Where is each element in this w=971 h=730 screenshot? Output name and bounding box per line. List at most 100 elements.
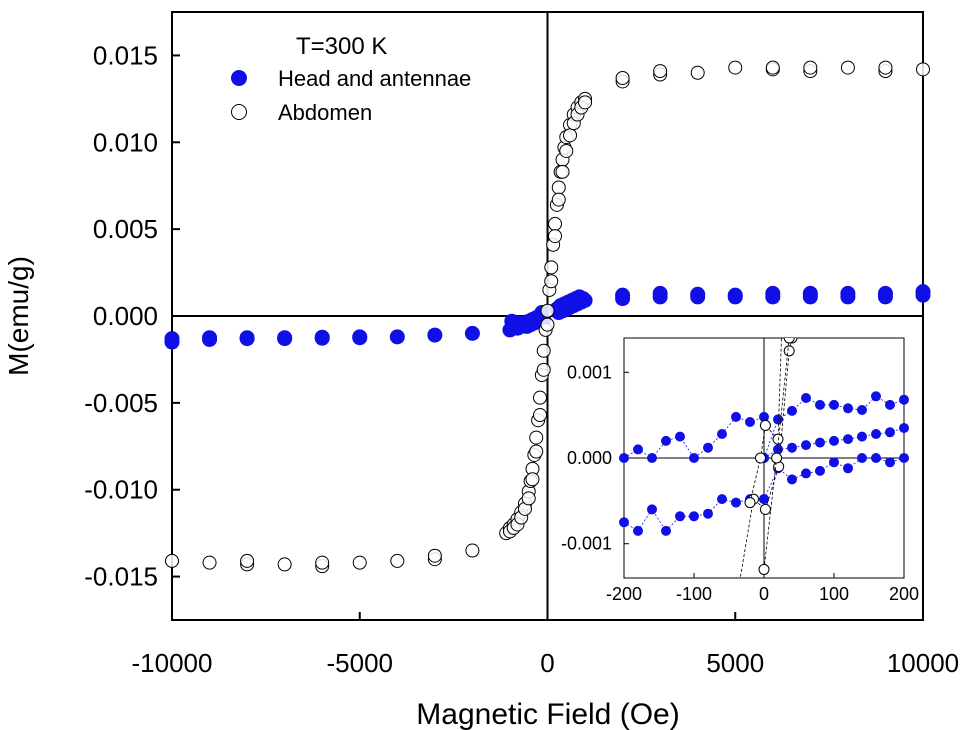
data-point-abdomen	[532, 408, 547, 423]
inset-point-head-and-antennae	[885, 399, 895, 410]
inset-point-head-and-antennae	[815, 399, 825, 410]
inset-point-head-and-antennae	[675, 431, 685, 442]
data-point-head-and-antennae	[577, 292, 593, 308]
y-tick-label: 0.005	[93, 214, 158, 244]
data-point-abdomen	[315, 555, 330, 570]
data-point-abdomen	[525, 472, 540, 487]
data-point-abdomen	[551, 192, 566, 207]
legend-label-abdomen: Abdomen	[278, 100, 372, 125]
inset-point-head-and-antennae	[857, 431, 867, 442]
data-point-head-and-antennae	[652, 289, 668, 305]
inset-x-tick-label: -100	[676, 584, 712, 604]
y-axis-title: M(emu/g)	[3, 256, 34, 376]
y-tick-label: 0.010	[93, 127, 158, 157]
data-point-abdomen	[465, 543, 480, 558]
data-point-abdomen	[390, 553, 405, 568]
inset-point-head-and-antennae	[787, 442, 797, 453]
data-point-head-and-antennae	[277, 330, 293, 346]
inset-point-abdomen	[783, 338, 795, 344]
inset-point-head-and-antennae	[857, 453, 867, 463]
inset-abdomen-series	[739, 338, 798, 578]
data-point-head-and-antennae	[915, 287, 931, 303]
inset-point-head-and-antennae	[703, 508, 713, 519]
data-point-head-and-antennae	[840, 289, 856, 305]
data-point-abdomen	[559, 143, 574, 158]
inset-point-head-and-antennae	[773, 414, 783, 425]
y-tick-label: 0.015	[93, 40, 158, 70]
data-point-abdomen	[615, 71, 630, 86]
inset-plot: -200 -100 0 100 200 -0.001 0.000 0.001	[561, 337, 919, 604]
data-point-head-and-antennae	[389, 329, 405, 345]
inset-point-head-and-antennae	[815, 465, 825, 476]
inset-point-abdomen	[755, 452, 766, 464]
inset-point-head-and-antennae	[787, 474, 797, 485]
data-point-abdomen	[548, 216, 563, 231]
data-point-head-and-antennae	[164, 331, 180, 347]
x-axis-title: Magnetic Field (Oe)	[416, 698, 679, 730]
data-point-abdomen	[803, 60, 818, 75]
inset-point-abdomen	[759, 419, 771, 431]
inset-point-head-and-antennae	[843, 403, 853, 414]
inset-y-tick-label: 0.000	[567, 448, 612, 468]
inset-point-abdomen	[771, 452, 783, 464]
data-point-abdomen	[551, 180, 566, 195]
data-point-abdomen	[653, 64, 668, 79]
inset-x-tick-label: 100	[819, 584, 849, 604]
data-point-head-and-antennae	[239, 330, 255, 346]
inset-point-head-and-antennae	[815, 437, 825, 448]
data-point-abdomen	[563, 128, 578, 143]
y-tick-label: 0.000	[93, 301, 158, 331]
data-point-head-and-antennae	[427, 327, 443, 343]
data-point-abdomen	[529, 444, 544, 459]
data-point-head-and-antennae	[690, 289, 706, 305]
data-point-abdomen	[427, 548, 442, 563]
data-point-abdomen	[529, 430, 544, 445]
legend-marker-head-and-antennae	[231, 70, 247, 86]
data-point-head-and-antennae	[464, 325, 480, 341]
inset-axis-ticks: -200 -100 0 100 200 -0.001 0.000 0.001	[561, 362, 919, 604]
data-point-abdomen	[240, 553, 255, 568]
data-point-abdomen	[916, 62, 930, 77]
data-point-head-and-antennae	[765, 289, 781, 305]
inset-point-head-and-antennae	[857, 405, 867, 415]
data-point-abdomen	[544, 260, 559, 275]
y-tick-label: -0.010	[84, 475, 158, 505]
data-point-head-and-antennae	[202, 330, 218, 346]
main-axis-ticks: -10000 -5000 0 5000 10000 -0.015 -0.010 -0.005 0…	[84, 40, 959, 678]
inset-head-and-antennae-series	[619, 391, 909, 536]
data-point-abdomen	[555, 164, 570, 179]
inset-point-head-and-antennae	[843, 434, 853, 445]
inset-point-head-and-antennae	[829, 399, 839, 410]
data-point-abdomen	[165, 553, 179, 568]
data-point-abdomen	[277, 557, 292, 572]
data-point-abdomen	[352, 555, 367, 570]
inset-point-head-and-antennae	[759, 494, 769, 505]
inset-point-head-and-antennae	[885, 457, 895, 468]
inset-x-tick-label: 0	[759, 584, 769, 604]
inset-point-head-and-antennae	[885, 427, 895, 438]
y-tick-label: -0.005	[84, 388, 158, 418]
inset-point-head-and-antennae	[647, 504, 657, 515]
inset-point-head-and-antennae	[647, 453, 657, 463]
inset-x-tick-label: -200	[606, 584, 642, 604]
inset-point-head-and-antennae	[703, 442, 713, 453]
data-point-abdomen	[536, 362, 551, 377]
x-tick-label: 0	[540, 648, 554, 678]
inset-point-abdomen	[759, 503, 771, 515]
inset-point-abdomen	[783, 345, 795, 357]
inset-point-head-and-antennae	[689, 511, 699, 522]
inset-point-head-and-antennae	[745, 417, 755, 427]
inset-point-head-and-antennae	[661, 525, 671, 536]
inset-y-tick-label: 0.001	[567, 362, 612, 382]
data-point-abdomen	[840, 60, 855, 75]
data-point-abdomen	[690, 65, 705, 80]
data-point-abdomen	[536, 343, 551, 358]
inset-point-head-and-antennae	[801, 393, 811, 403]
inset-point-head-and-antennae	[717, 494, 727, 505]
main-plot: -10000 -5000 0 5000 10000 -0.015 -0.010 -0.005 0…	[84, 11, 959, 678]
inset-point-head-and-antennae	[899, 423, 909, 433]
inset-point-head-and-antennae	[717, 429, 727, 439]
inset-point-head-and-antennae	[689, 453, 699, 463]
inset-point-head-and-antennae	[871, 453, 881, 463]
